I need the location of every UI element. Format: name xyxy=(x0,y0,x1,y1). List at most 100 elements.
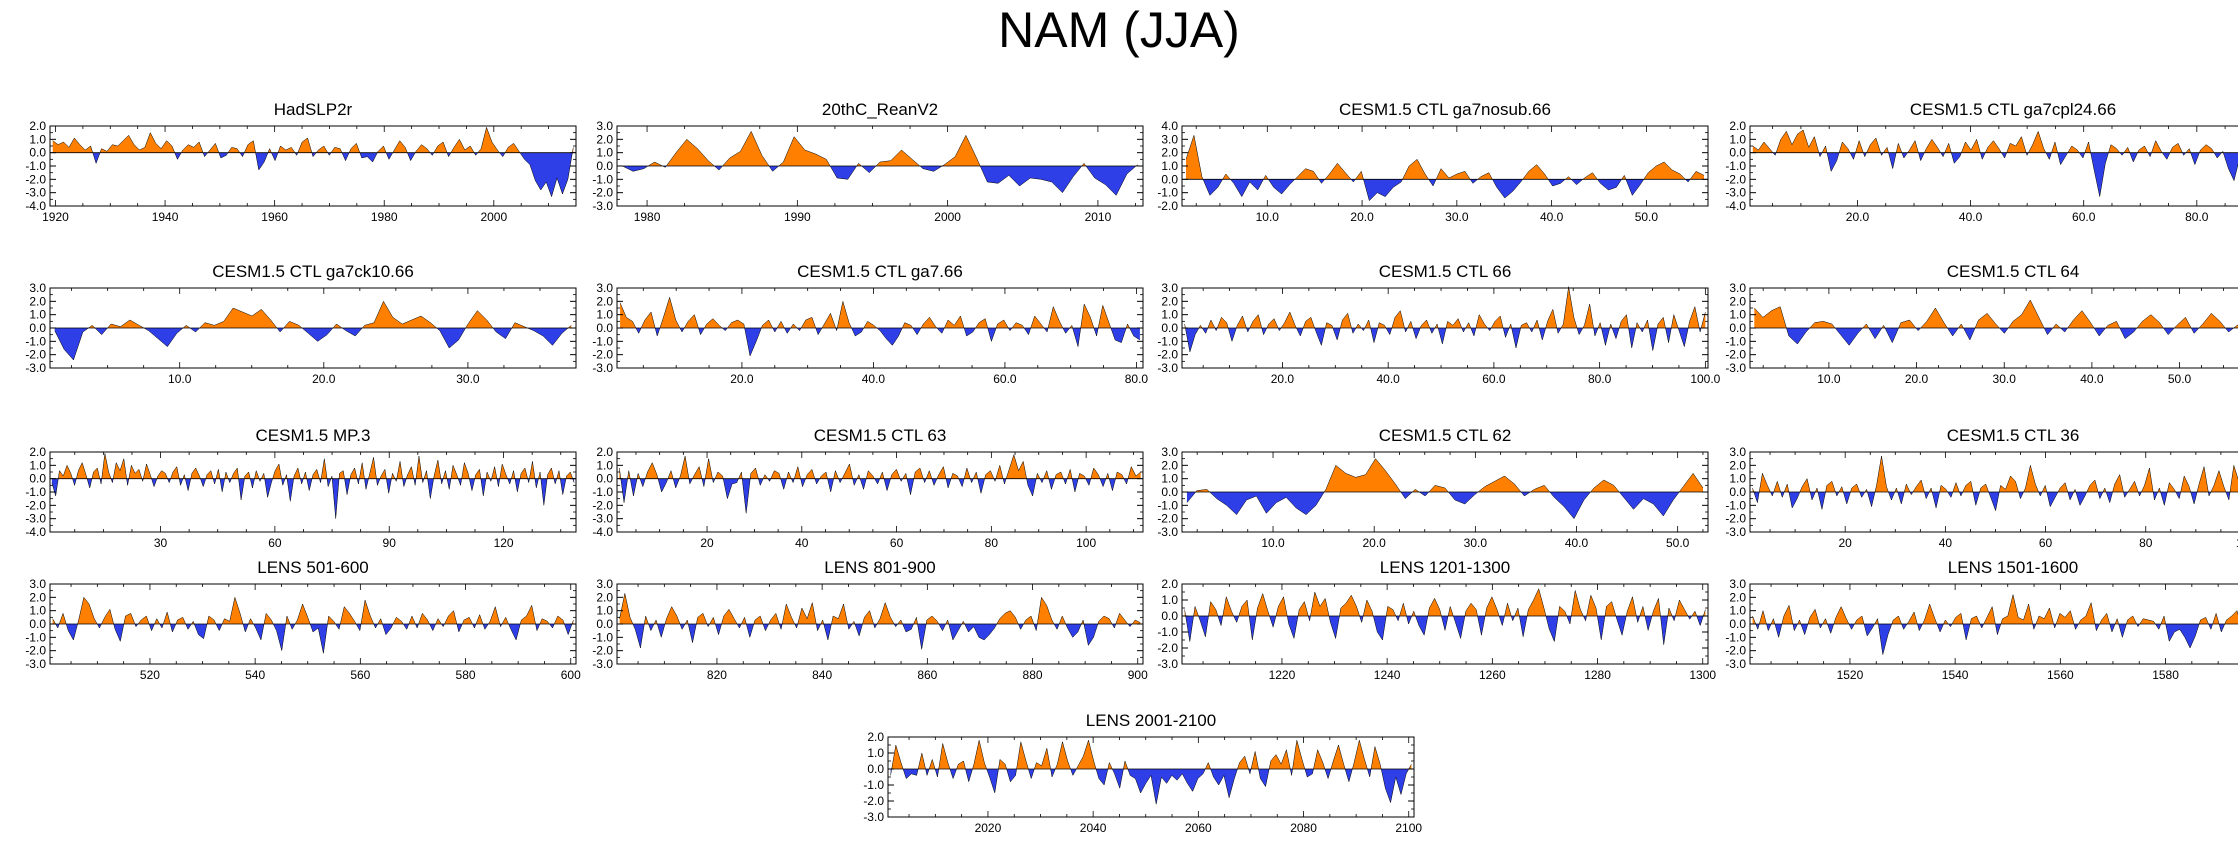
x-tick-label: 40 xyxy=(1939,536,1953,550)
x-tick-label: 20.0 xyxy=(730,372,754,386)
chart-panel-8: CESM1.5 CTL 64 3.02.01.00.0-1.0-2.0-3.0 10… xyxy=(1725,262,2238,386)
plot-frame xyxy=(616,451,1144,533)
x-tick-label: 1990 xyxy=(784,210,811,224)
x-tick-label: 10.0 xyxy=(1261,536,1285,550)
y-tick-label: -3.0 xyxy=(25,512,46,526)
y-tick-label: -3.0 xyxy=(592,361,613,375)
y-tick-label: -1.0 xyxy=(1157,186,1178,200)
panel-title: LENS 2001-2100 xyxy=(1086,711,1216,730)
x-tick-label: 2000 xyxy=(934,210,961,224)
y-tick-label: -3.0 xyxy=(25,361,46,375)
negative-area xyxy=(55,624,572,654)
y-tick-label: -2.0 xyxy=(25,644,46,658)
y-tick-label: -4.0 xyxy=(25,199,46,213)
panel-title: CESM1.5 CTL 62 xyxy=(1379,426,1512,445)
y-tick-label: 1.0 xyxy=(596,458,613,472)
y-tick-label: -1.0 xyxy=(25,630,46,644)
negative-area xyxy=(635,328,1140,356)
y-tick-label: 2.0 xyxy=(1161,294,1178,308)
chart-panel-3: CESM1.5 CTL ga7nosub.66 4.03.02.01.00.0-1… xyxy=(1157,100,1709,224)
negative-area xyxy=(1786,328,2234,346)
chart-panel-11: CESM1.5 CTL 62 3.02.01.00.0-1.0-2.0-3.0 10… xyxy=(1157,426,1709,550)
x-tick-label: 560 xyxy=(350,668,370,682)
panel-title: CESM1.5 MP.3 xyxy=(256,426,371,445)
plot-frame xyxy=(1749,125,2238,207)
y-tick-label: 3.0 xyxy=(1729,281,1746,295)
y-tick-label: -2.0 xyxy=(25,348,46,362)
x-tick-label: 840 xyxy=(812,668,832,682)
x-tick-label: 2060 xyxy=(1185,821,1212,835)
y-tick-label: 3.0 xyxy=(1161,132,1178,146)
y-tick-label: 4.0 xyxy=(1161,119,1178,133)
panel-title: LENS 501-600 xyxy=(257,558,369,577)
y-tick-label: -2.0 xyxy=(1157,641,1178,655)
x-tick-label: 10.0 xyxy=(168,372,192,386)
chart-panel-7: CESM1.5 CTL 66 3.02.01.00.0-1.0-2.0-3.0 20… xyxy=(1157,262,1720,386)
y-tick-label: -1.0 xyxy=(592,172,613,186)
panel-title: CESM1.5 CTL 66 xyxy=(1379,262,1512,281)
y-tick-label: -2.0 xyxy=(25,498,46,512)
negative-area xyxy=(622,166,1137,196)
y-tick-label: 1.0 xyxy=(29,132,46,146)
x-tick-label: 2080 xyxy=(1290,821,1317,835)
series-line xyxy=(52,596,574,654)
positive-area xyxy=(1754,300,2238,328)
negative-area xyxy=(620,478,1129,514)
y-tick-label: -1.0 xyxy=(25,485,46,499)
panel-title: CESM1.5 CTL ga7cpl24.66 xyxy=(1910,100,2116,119)
panel-title: HadSLP2r xyxy=(274,100,353,119)
y-tick-label: 0.0 xyxy=(596,472,613,486)
positive-area xyxy=(58,453,573,479)
y-tick-label: 2.0 xyxy=(29,590,46,604)
series-line xyxy=(619,453,1141,514)
positive-area xyxy=(648,131,1138,166)
chart-panel-14: LENS 801-900 3.02.01.00.0-1.0-2.0-3.0 820 8… xyxy=(592,558,1148,682)
y-tick-label: -3.0 xyxy=(592,657,613,671)
y-tick-label: 2.0 xyxy=(1161,458,1178,472)
y-tick-label: -3.0 xyxy=(1725,525,1746,539)
y-tick-label: -2.0 xyxy=(1157,348,1178,362)
negative-area xyxy=(1185,616,1704,645)
y-tick-label: 3.0 xyxy=(596,577,613,591)
y-tick-label: -2.0 xyxy=(1725,172,1746,186)
y-tick-label: 1.0 xyxy=(1161,472,1178,486)
y-tick-label: 1.0 xyxy=(1729,308,1746,322)
y-tick-label: 2.0 xyxy=(596,445,613,459)
y-tick-label: 0.0 xyxy=(29,146,46,160)
y-tick-label: -4.0 xyxy=(592,525,613,539)
x-tick-label: 20.0 xyxy=(1271,372,1295,386)
y-tick-label: 1.0 xyxy=(1161,593,1178,607)
y-tick-label: 0.0 xyxy=(1729,485,1746,499)
y-tick-label: -1.0 xyxy=(863,778,884,792)
y-tick-label: 0.0 xyxy=(1161,485,1178,499)
negative-area xyxy=(632,624,1133,650)
y-tick-label: -3.0 xyxy=(592,512,613,526)
y-tick-label: 0.0 xyxy=(29,321,46,335)
x-tick-label: 10.0 xyxy=(1817,372,1841,386)
y-tick-label: 3.0 xyxy=(1729,577,1746,591)
x-tick-label: 2000 xyxy=(480,210,507,224)
series-line xyxy=(1752,129,2238,197)
positive-area xyxy=(1195,458,1704,492)
y-tick-label: 0.0 xyxy=(29,617,46,631)
x-tick-label: 1220 xyxy=(1269,668,1296,682)
chart-panel-9: CESM1.5 MP.3 2.01.00.0-1.0-2.0-3.0-4.0 30 6… xyxy=(25,426,577,550)
y-tick-label: -2.0 xyxy=(863,794,884,808)
x-tick-label: 20.0 xyxy=(1905,372,1929,386)
y-tick-label: 0.0 xyxy=(1729,146,1746,160)
chart-panel-4: CESM1.5 CTL ga7cpl24.66 2.01.00.0-1.0-2.0… xyxy=(1725,100,2238,224)
x-tick-label: 20.0 xyxy=(312,372,336,386)
y-tick-label: -2.0 xyxy=(592,644,613,658)
x-tick-label: 80 xyxy=(985,536,999,550)
x-tick-label: 80.0 xyxy=(2185,210,2209,224)
chart-panel-13: LENS 501-600 3.02.01.00.0-1.0-2.0-3.0 520 5… xyxy=(25,558,581,682)
y-tick-label: 1.0 xyxy=(1729,472,1746,486)
x-tick-label: 80 xyxy=(2139,536,2153,550)
y-tick-label: 3.0 xyxy=(29,577,46,591)
x-tick-label: 40 xyxy=(795,536,809,550)
x-tick-label: 520 xyxy=(140,668,160,682)
y-tick-label: 3.0 xyxy=(1729,445,1746,459)
